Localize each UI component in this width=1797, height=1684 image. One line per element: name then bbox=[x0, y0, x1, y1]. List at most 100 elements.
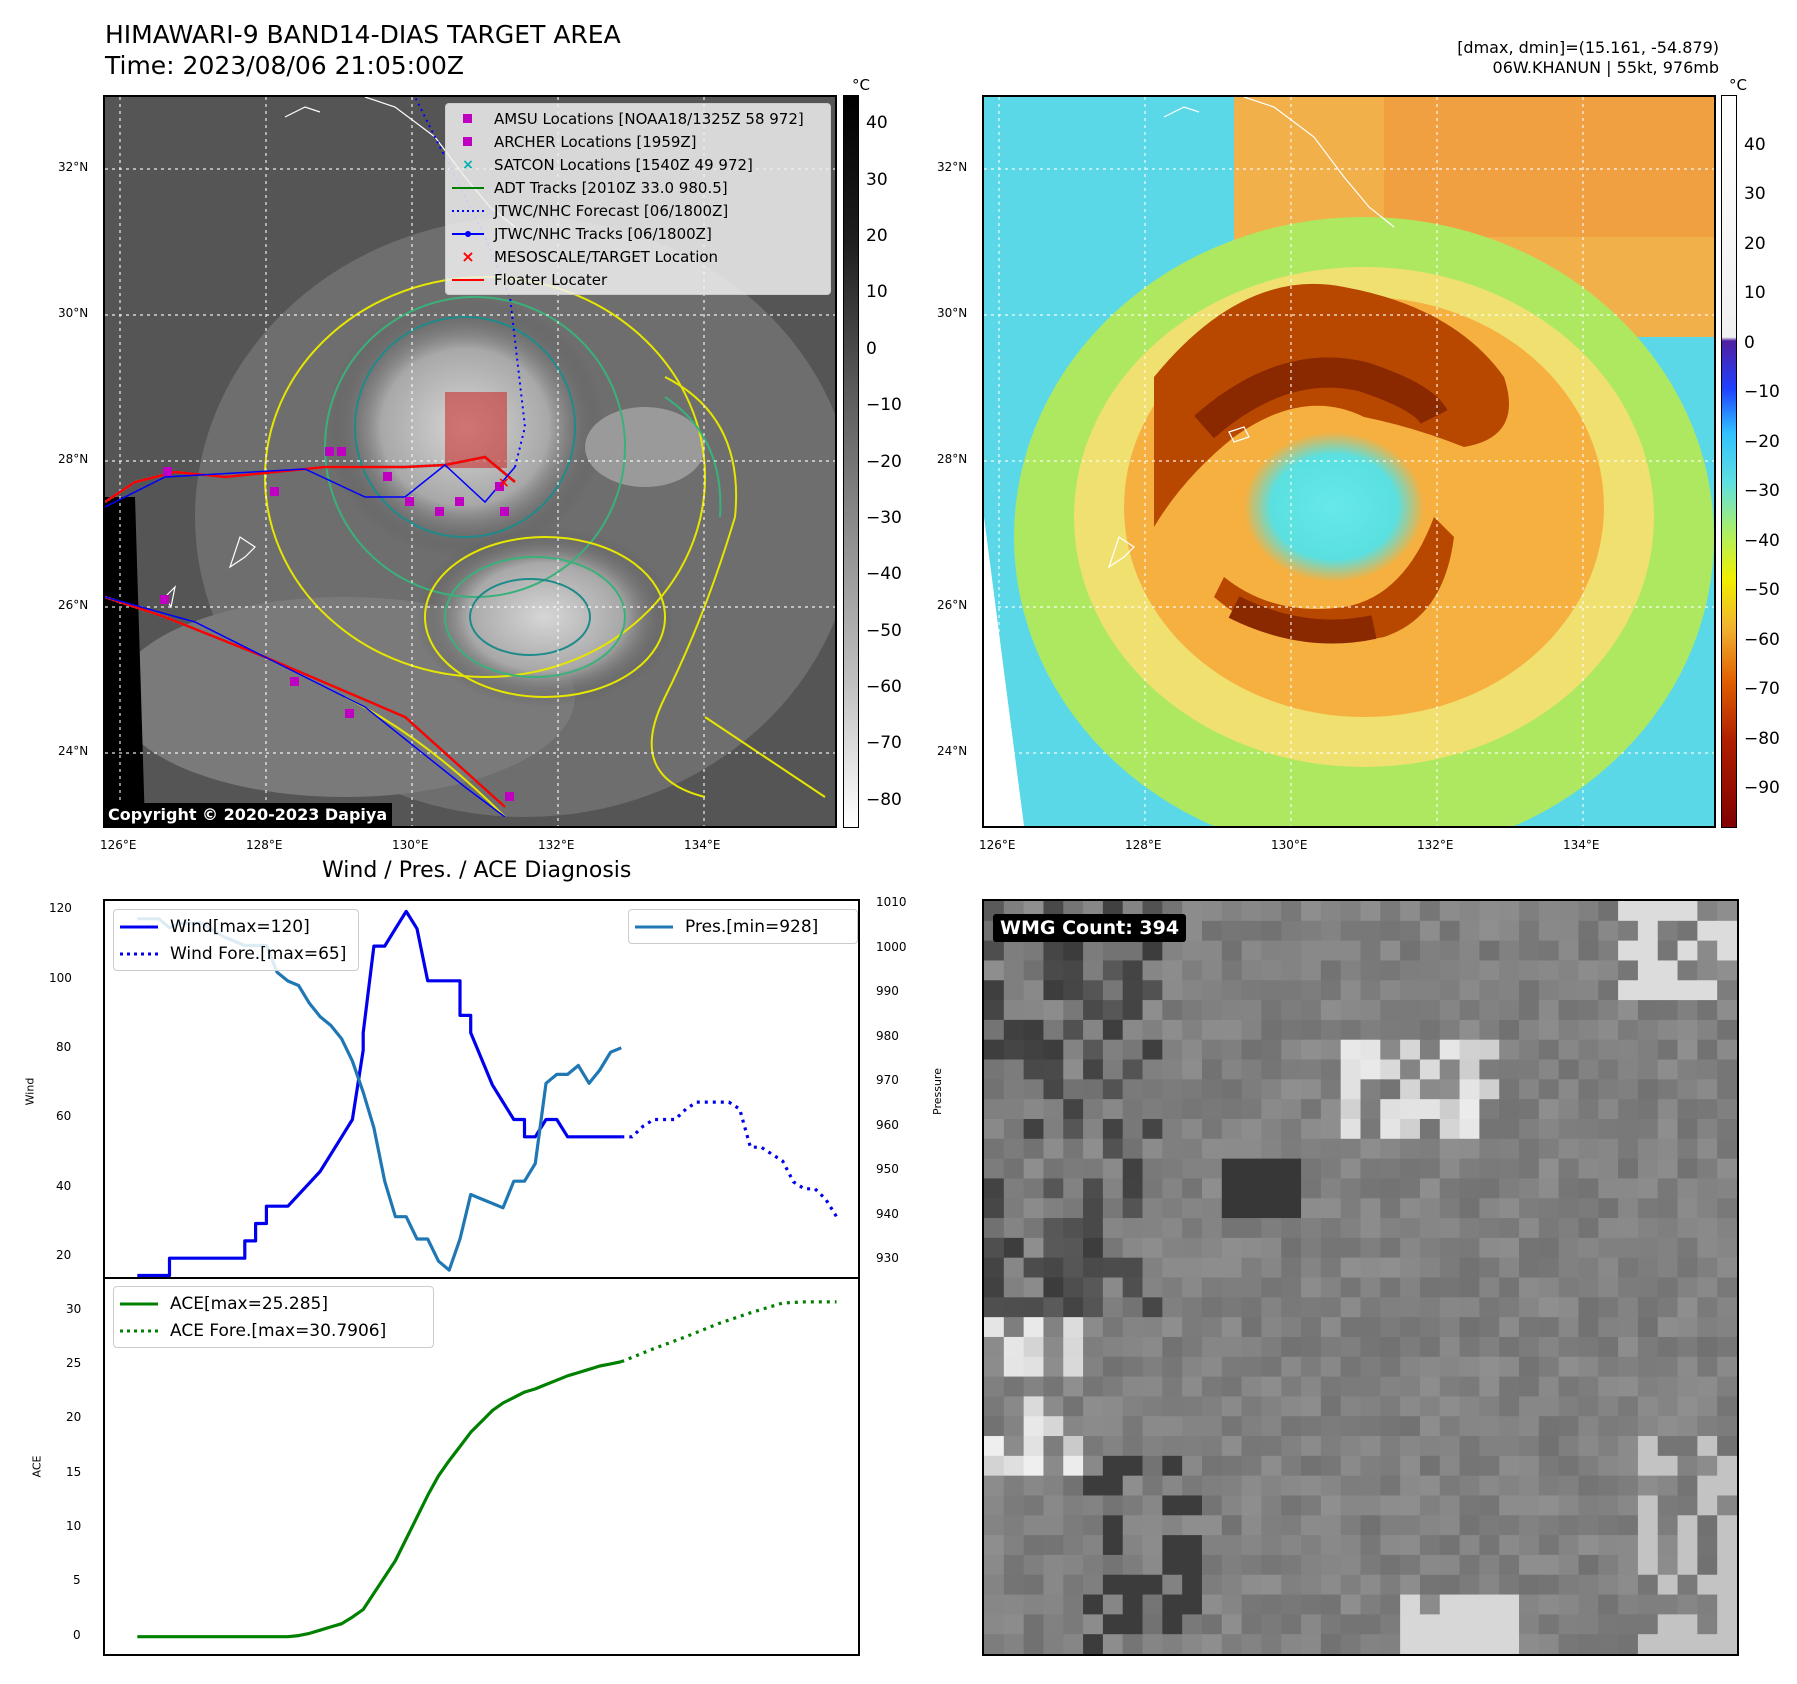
color-cb-tick: −80 bbox=[1744, 728, 1780, 749]
legend-item: × SATCON Locations [1540Z 49 972] bbox=[448, 153, 828, 176]
ace-fore-legend-line bbox=[120, 1329, 158, 1332]
copyright-label: Copyright © 2020-2023 Dapiya bbox=[103, 803, 393, 826]
lat-tick: 26°N bbox=[58, 598, 89, 612]
wind-ytick: 100 bbox=[49, 970, 72, 985]
wind-ytick: 80 bbox=[56, 1040, 72, 1055]
gray-cb-tick: −30 bbox=[866, 507, 902, 528]
dmax-dmin-label: [dmax, dmin]=(15.161, -54.879) bbox=[1457, 38, 1719, 57]
lon-tick: 126°E bbox=[100, 838, 137, 852]
ace-ytick: 30 bbox=[66, 1301, 82, 1316]
legend-item: AMSU Locations [NOAA18/1325Z 58 972] bbox=[448, 107, 828, 130]
lat-tick: 32°N bbox=[58, 160, 89, 174]
ace-series-line-0 bbox=[137, 1360, 622, 1639]
pressure-ytick: 970 bbox=[876, 1073, 899, 1088]
diagnosis-title: Wind / Pres. / ACE Diagnosis bbox=[322, 858, 632, 883]
legend-item: JTWC/NHC Tracks [06/1800Z] bbox=[448, 222, 828, 245]
gray-cb-tick: 10 bbox=[866, 282, 888, 303]
lon-tick: 130°E bbox=[392, 838, 429, 852]
ace-series-line-1 bbox=[620, 1300, 837, 1364]
ace-legend: ACE[max=25.285] ACE Fore.[max=30.7906] bbox=[113, 1286, 434, 1348]
gray-cb-tick: −40 bbox=[866, 564, 902, 585]
ace-axis-label: ACE bbox=[30, 1455, 44, 1478]
wind-ytick: 20 bbox=[56, 1248, 72, 1263]
legend-label: Floater Locater bbox=[494, 270, 608, 289]
map-legend: AMSU Locations [NOAA18/1325Z 58 972] ARCH… bbox=[445, 103, 831, 295]
lat-tick: 30°N bbox=[58, 306, 89, 320]
wind-ytick: 120 bbox=[49, 901, 72, 916]
legend-label: JTWC/NHC Tracks [06/1800Z] bbox=[494, 224, 712, 243]
ace-ytick: 20 bbox=[66, 1410, 82, 1425]
gray-cb-tick: 0 bbox=[866, 338, 877, 359]
storm-info: [dmax, dmin]=(15.161, -54.879) 06W.KHANU… bbox=[1457, 38, 1719, 78]
lat-tick: 24°N bbox=[937, 744, 968, 758]
ace-legend-label: ACE[max=25.285] bbox=[170, 1293, 328, 1314]
pressure-ytick: 960 bbox=[876, 1117, 899, 1132]
color-cb-tick: 10 bbox=[1744, 283, 1766, 304]
color-cb-tick: 30 bbox=[1744, 184, 1766, 205]
series-line-1 bbox=[621, 1100, 838, 1218]
pressure-legend-label: Pres.[min=928] bbox=[685, 916, 819, 937]
main-timestamp: Time: 2023/08/06 21:05:00Z bbox=[105, 51, 464, 80]
legend-item: ARCHER Locations [1959Z] bbox=[448, 130, 828, 153]
wmg-count-label: WMG Count: 394 bbox=[993, 914, 1187, 942]
ace-legend-line bbox=[120, 1302, 158, 1305]
gray-cb-tick: 20 bbox=[866, 225, 888, 246]
pressure-axis-label: Pressure bbox=[930, 1068, 944, 1115]
legend-item: × MESOSCALE/TARGET Location bbox=[448, 245, 828, 268]
lon-tick: 128°E bbox=[1125, 838, 1162, 852]
color-cb-tick: −10 bbox=[1744, 382, 1780, 403]
legend-label: JTWC/NHC Forecast [06/1800Z] bbox=[494, 201, 729, 220]
color-cb-tick: −30 bbox=[1744, 481, 1780, 502]
wind-legend: Wind[max=120] Wind Fore.[max=65] bbox=[113, 909, 359, 971]
color-cb-tick: 0 bbox=[1744, 332, 1755, 353]
ace-ytick: 25 bbox=[66, 1355, 82, 1370]
lon-tick: 132°E bbox=[1417, 838, 1454, 852]
pressure-ytick: 950 bbox=[876, 1162, 899, 1177]
legend-symbol-icon bbox=[448, 230, 488, 238]
pressure-legend-line bbox=[635, 925, 673, 928]
legend-item: Floater Locater bbox=[448, 268, 828, 291]
pressure-ytick: 980 bbox=[876, 1028, 899, 1043]
legend-symbol-icon: × bbox=[462, 156, 474, 173]
ace-ytick: 10 bbox=[66, 1519, 82, 1533]
gray-colorbar bbox=[843, 95, 859, 828]
legend-symbol-icon bbox=[448, 184, 488, 192]
legend-label: AMSU Locations [NOAA18/1325Z 58 972] bbox=[494, 109, 804, 128]
lat-tick: 28°N bbox=[937, 452, 968, 466]
gray-cb-tick: −10 bbox=[866, 395, 902, 416]
pressure-ytick: 1000 bbox=[876, 939, 907, 954]
storm-name-label: 06W.KHANUN | 55kt, 976mb bbox=[1492, 58, 1719, 77]
legend-label: MESOSCALE/TARGET Location bbox=[494, 247, 719, 266]
color-cb-tick: −50 bbox=[1744, 580, 1780, 601]
color-colorbar-unit: °C bbox=[1729, 76, 1747, 94]
legend-symbol-icon bbox=[448, 207, 488, 215]
pressure-ytick: 930 bbox=[876, 1251, 899, 1266]
legend-label: ADT Tracks [2010Z 33.0 980.5] bbox=[494, 178, 728, 197]
wmg-panel bbox=[982, 899, 1739, 1656]
legend-symbol-icon: × bbox=[461, 247, 475, 266]
lat-tick: 30°N bbox=[937, 306, 968, 320]
pressure-ytick: 1010 bbox=[876, 895, 907, 910]
legend-symbol-icon bbox=[448, 136, 488, 148]
lon-tick: 128°E bbox=[246, 838, 283, 852]
gray-cb-tick: −60 bbox=[866, 677, 902, 698]
wind-fore-legend-line bbox=[120, 952, 158, 955]
color-cb-tick: −90 bbox=[1744, 778, 1780, 799]
wind-legend-label: Wind[max=120] bbox=[170, 916, 310, 937]
color-cb-tick: −20 bbox=[1744, 431, 1780, 452]
pressure-legend: Pres.[min=928] bbox=[628, 909, 858, 944]
wind-fore-legend-label: Wind Fore.[max=65] bbox=[170, 943, 347, 964]
ace-ytick: 0 bbox=[73, 1627, 81, 1642]
ir-color-map-panel bbox=[982, 95, 1716, 828]
gray-cb-tick: −80 bbox=[866, 789, 902, 810]
pressure-ytick: 990 bbox=[876, 984, 899, 999]
lat-tick: 26°N bbox=[937, 598, 968, 612]
wind-legend-line bbox=[120, 925, 158, 928]
legend-item: JTWC/NHC Forecast [06/1800Z] bbox=[448, 199, 828, 222]
main-title: HIMAWARI-9 BAND14-DIAS TARGET AREA bbox=[105, 20, 621, 49]
lon-tick: 132°E bbox=[538, 838, 575, 852]
legend-item: ADT Tracks [2010Z 33.0 980.5] bbox=[448, 176, 828, 199]
pressure-ytick: 940 bbox=[876, 1206, 899, 1221]
ace-panel bbox=[103, 1277, 860, 1656]
color-cb-tick: 20 bbox=[1744, 233, 1766, 254]
